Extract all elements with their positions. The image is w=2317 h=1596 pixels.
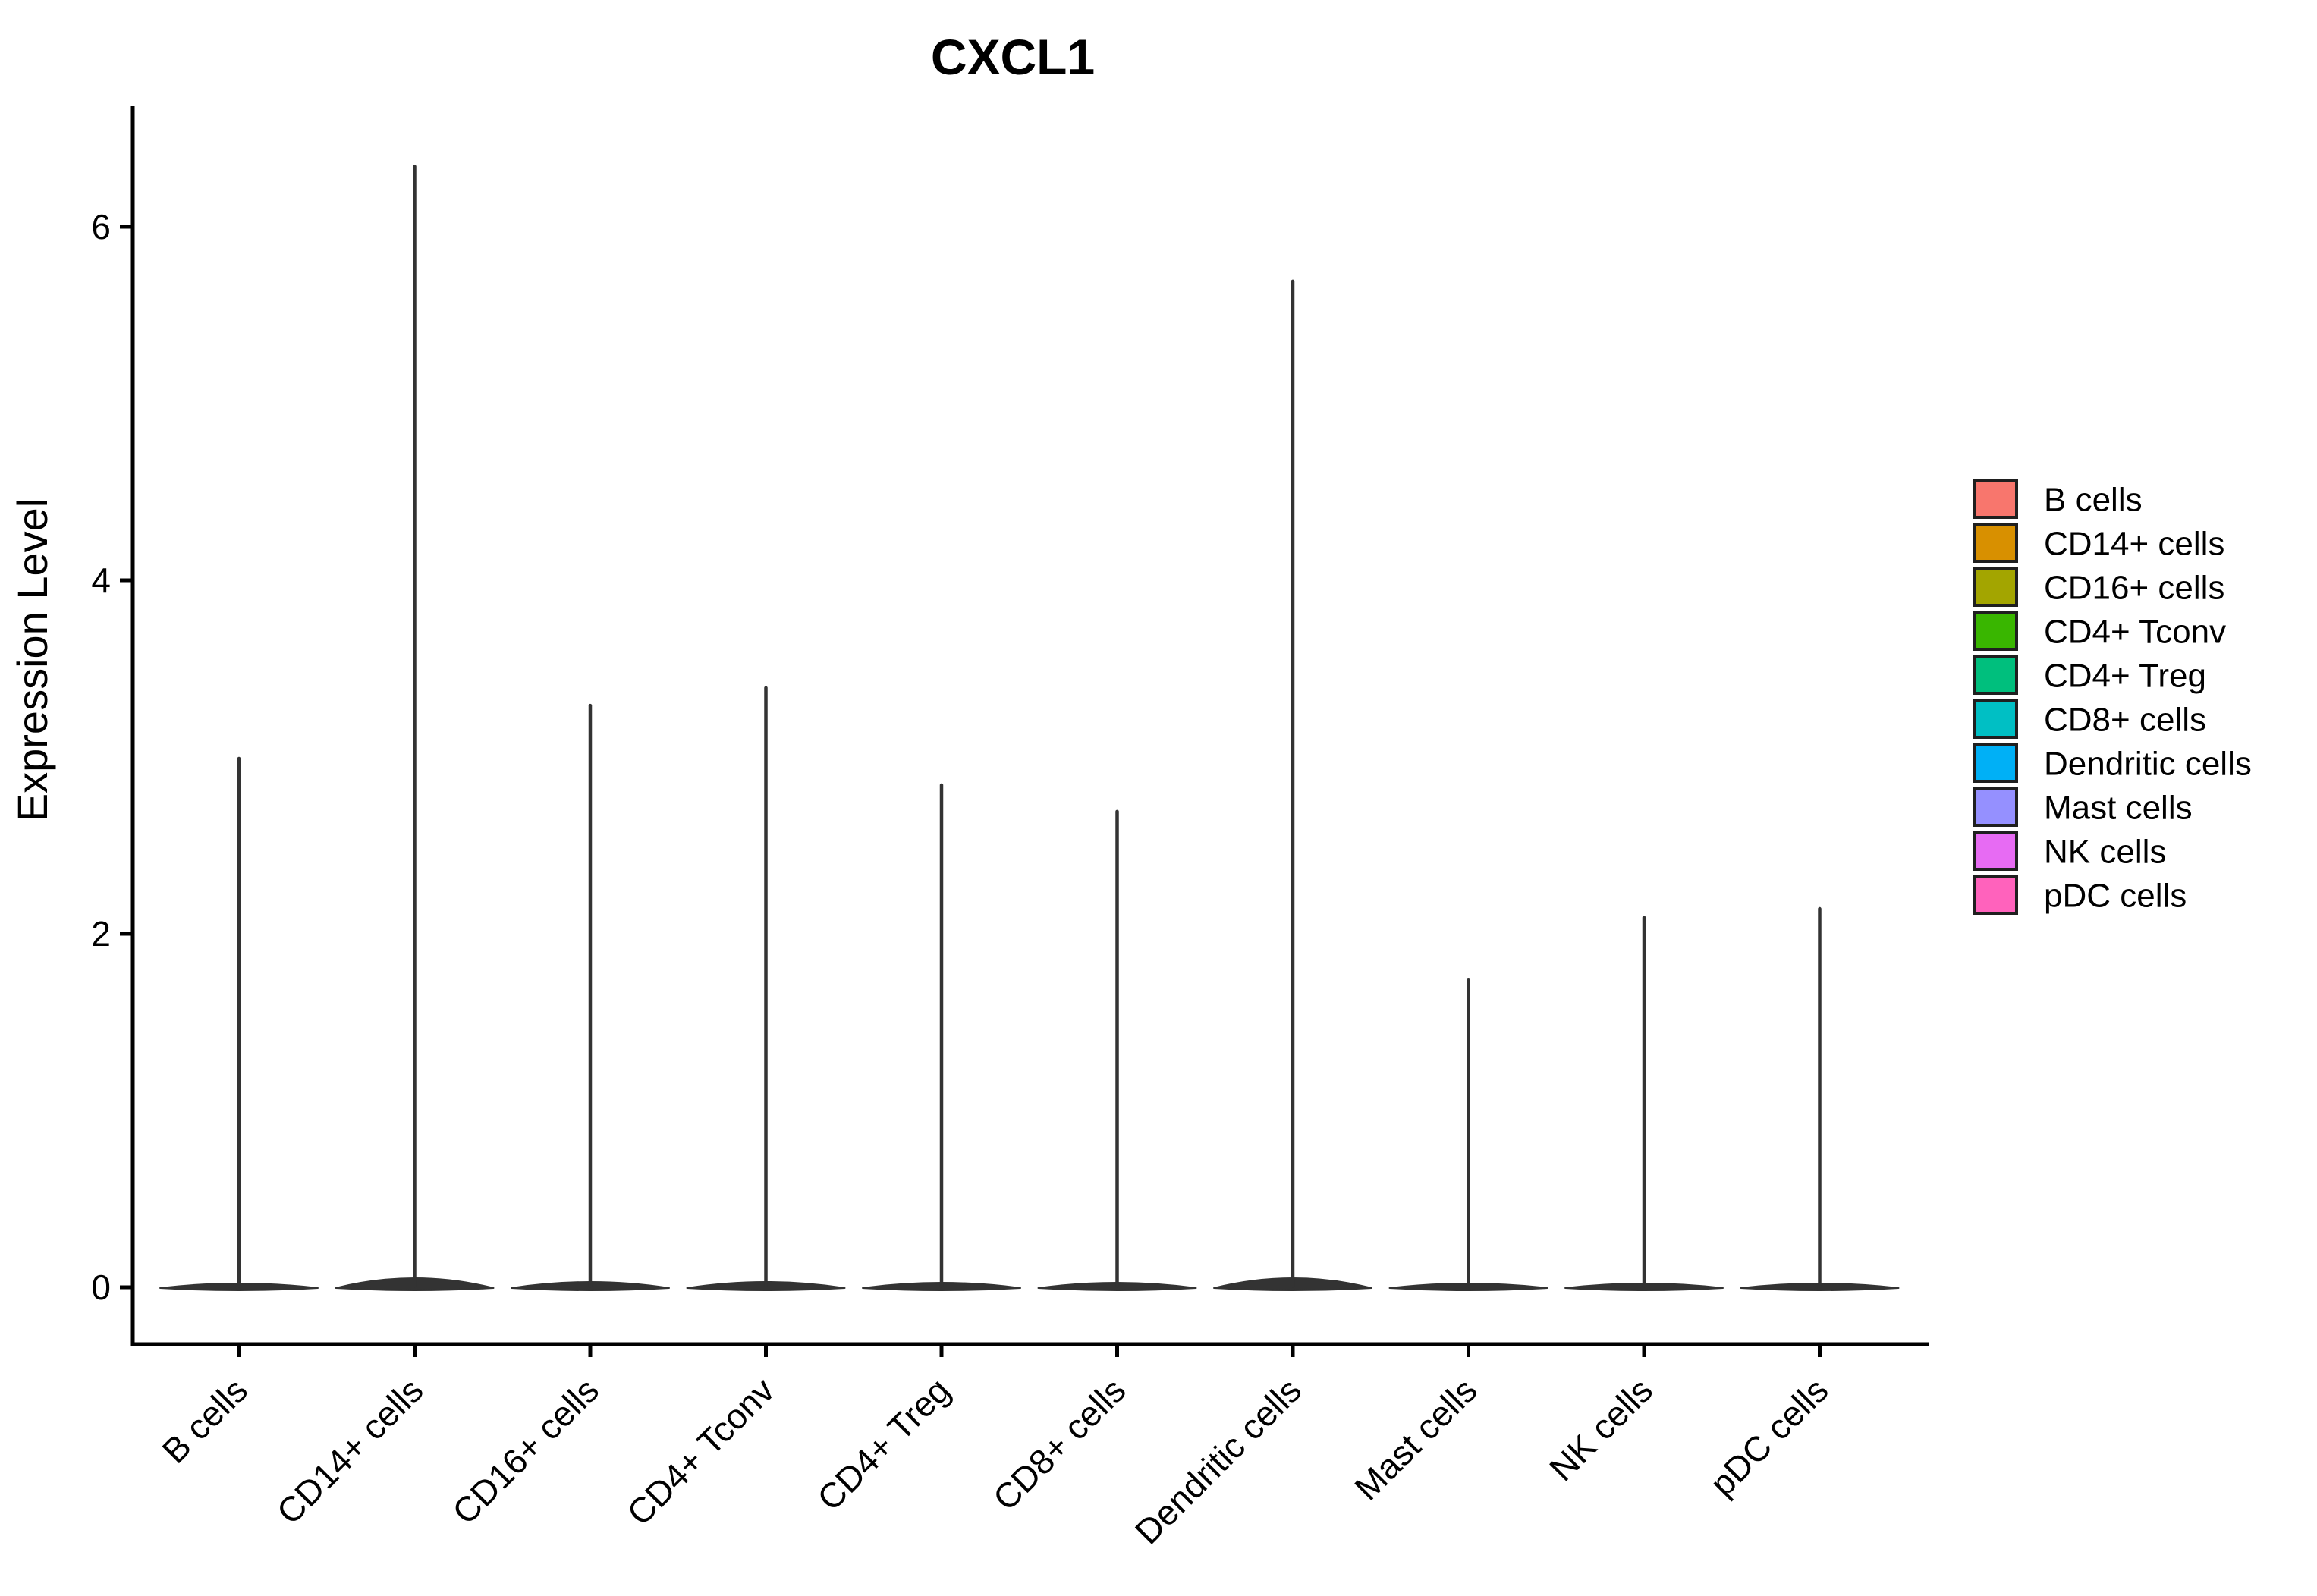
legend-swatch bbox=[1973, 743, 2018, 783]
x-category-label: CD16+ cells bbox=[445, 1370, 606, 1532]
legend-swatch bbox=[1973, 787, 2018, 827]
legend-label: B cells bbox=[2044, 481, 2143, 518]
legend-label: NK cells bbox=[2044, 833, 2166, 870]
legend-swatch bbox=[1973, 875, 2018, 915]
violin-cd8-cells bbox=[1037, 809, 1197, 1291]
legend-swatch bbox=[1973, 611, 2018, 651]
legend-swatch bbox=[1973, 567, 2018, 607]
violin-mast-cells bbox=[1388, 978, 1548, 1291]
legend-swatch bbox=[1973, 831, 2018, 871]
legend-swatch bbox=[1973, 523, 2018, 563]
violin-dendritic-cells bbox=[1213, 279, 1372, 1291]
violin-cd4-treg bbox=[862, 783, 1021, 1291]
violin-cd4-tconv bbox=[686, 686, 846, 1291]
x-category-label: Dendritic cells bbox=[1127, 1370, 1309, 1551]
axes: 0 2 4 6 B cells CD14+ cells CD16+ cells CD4+ Tc… bbox=[91, 106, 1929, 1552]
legend-label: CD16+ cells bbox=[2044, 569, 2224, 606]
legend-entry: Mast cells bbox=[1973, 787, 2193, 827]
y-axis-title: Expression Level bbox=[8, 498, 56, 822]
violin-cd16-cells bbox=[511, 703, 670, 1291]
y-tick-label: 6 bbox=[91, 207, 111, 247]
legend-label: CD4+ Treg bbox=[2044, 657, 2206, 694]
legend-entry: CD16+ cells bbox=[1973, 567, 2224, 607]
chart-title: CXCL1 bbox=[931, 29, 1095, 85]
legend-label: Dendritic cells bbox=[2044, 745, 2252, 782]
legend-entry: NK cells bbox=[1973, 831, 2166, 871]
legend-label: Mast cells bbox=[2044, 789, 2193, 826]
legend-entry: CD4+ Treg bbox=[1973, 655, 2206, 695]
legend-entry: CD4+ Tconv bbox=[1973, 611, 2226, 651]
violin-cd14-cells bbox=[335, 165, 495, 1291]
legend-swatch bbox=[1973, 699, 2018, 739]
legend-entry: Dendritic cells bbox=[1973, 743, 2252, 783]
y-tick-label: 4 bbox=[91, 561, 111, 600]
legend-entry: B cells bbox=[1973, 479, 2143, 519]
y-tick-label: 0 bbox=[91, 1268, 111, 1307]
legend-entry: CD8+ cells bbox=[1973, 699, 2206, 739]
x-category-label: B cells bbox=[154, 1370, 255, 1471]
violin-nk-cells bbox=[1564, 916, 1724, 1291]
legend-label: CD14+ cells bbox=[2044, 525, 2224, 562]
legend-label: CD8+ cells bbox=[2044, 701, 2206, 738]
x-category-label: CD8+ cells bbox=[986, 1370, 1133, 1518]
x-category-label: CD4+ Tconv bbox=[619, 1370, 781, 1532]
x-category-label: CD4+ Treg bbox=[810, 1370, 957, 1518]
violins-group bbox=[159, 165, 1900, 1291]
x-category-label: Mast cells bbox=[1347, 1370, 1484, 1507]
y-tick-label: 2 bbox=[91, 914, 111, 954]
legend-label: CD4+ Tconv bbox=[2044, 613, 2226, 650]
legend: B cells CD14+ cells CD16+ cells CD4+ Tconv C… bbox=[1973, 479, 2252, 915]
x-category-label: CD14+ cells bbox=[269, 1370, 431, 1532]
legend-entry: CD14+ cells bbox=[1973, 523, 2224, 563]
x-category-label: NK cells bbox=[1542, 1370, 1660, 1488]
legend-label: pDC cells bbox=[2044, 877, 2187, 914]
violin-pdc-cells bbox=[1740, 906, 1900, 1291]
violin-b-cells bbox=[159, 756, 319, 1291]
legend-entry: pDC cells bbox=[1973, 875, 2187, 915]
legend-swatch bbox=[1973, 655, 2018, 695]
x-category-label: pDC cells bbox=[1702, 1370, 1836, 1503]
legend-swatch bbox=[1973, 479, 2018, 519]
